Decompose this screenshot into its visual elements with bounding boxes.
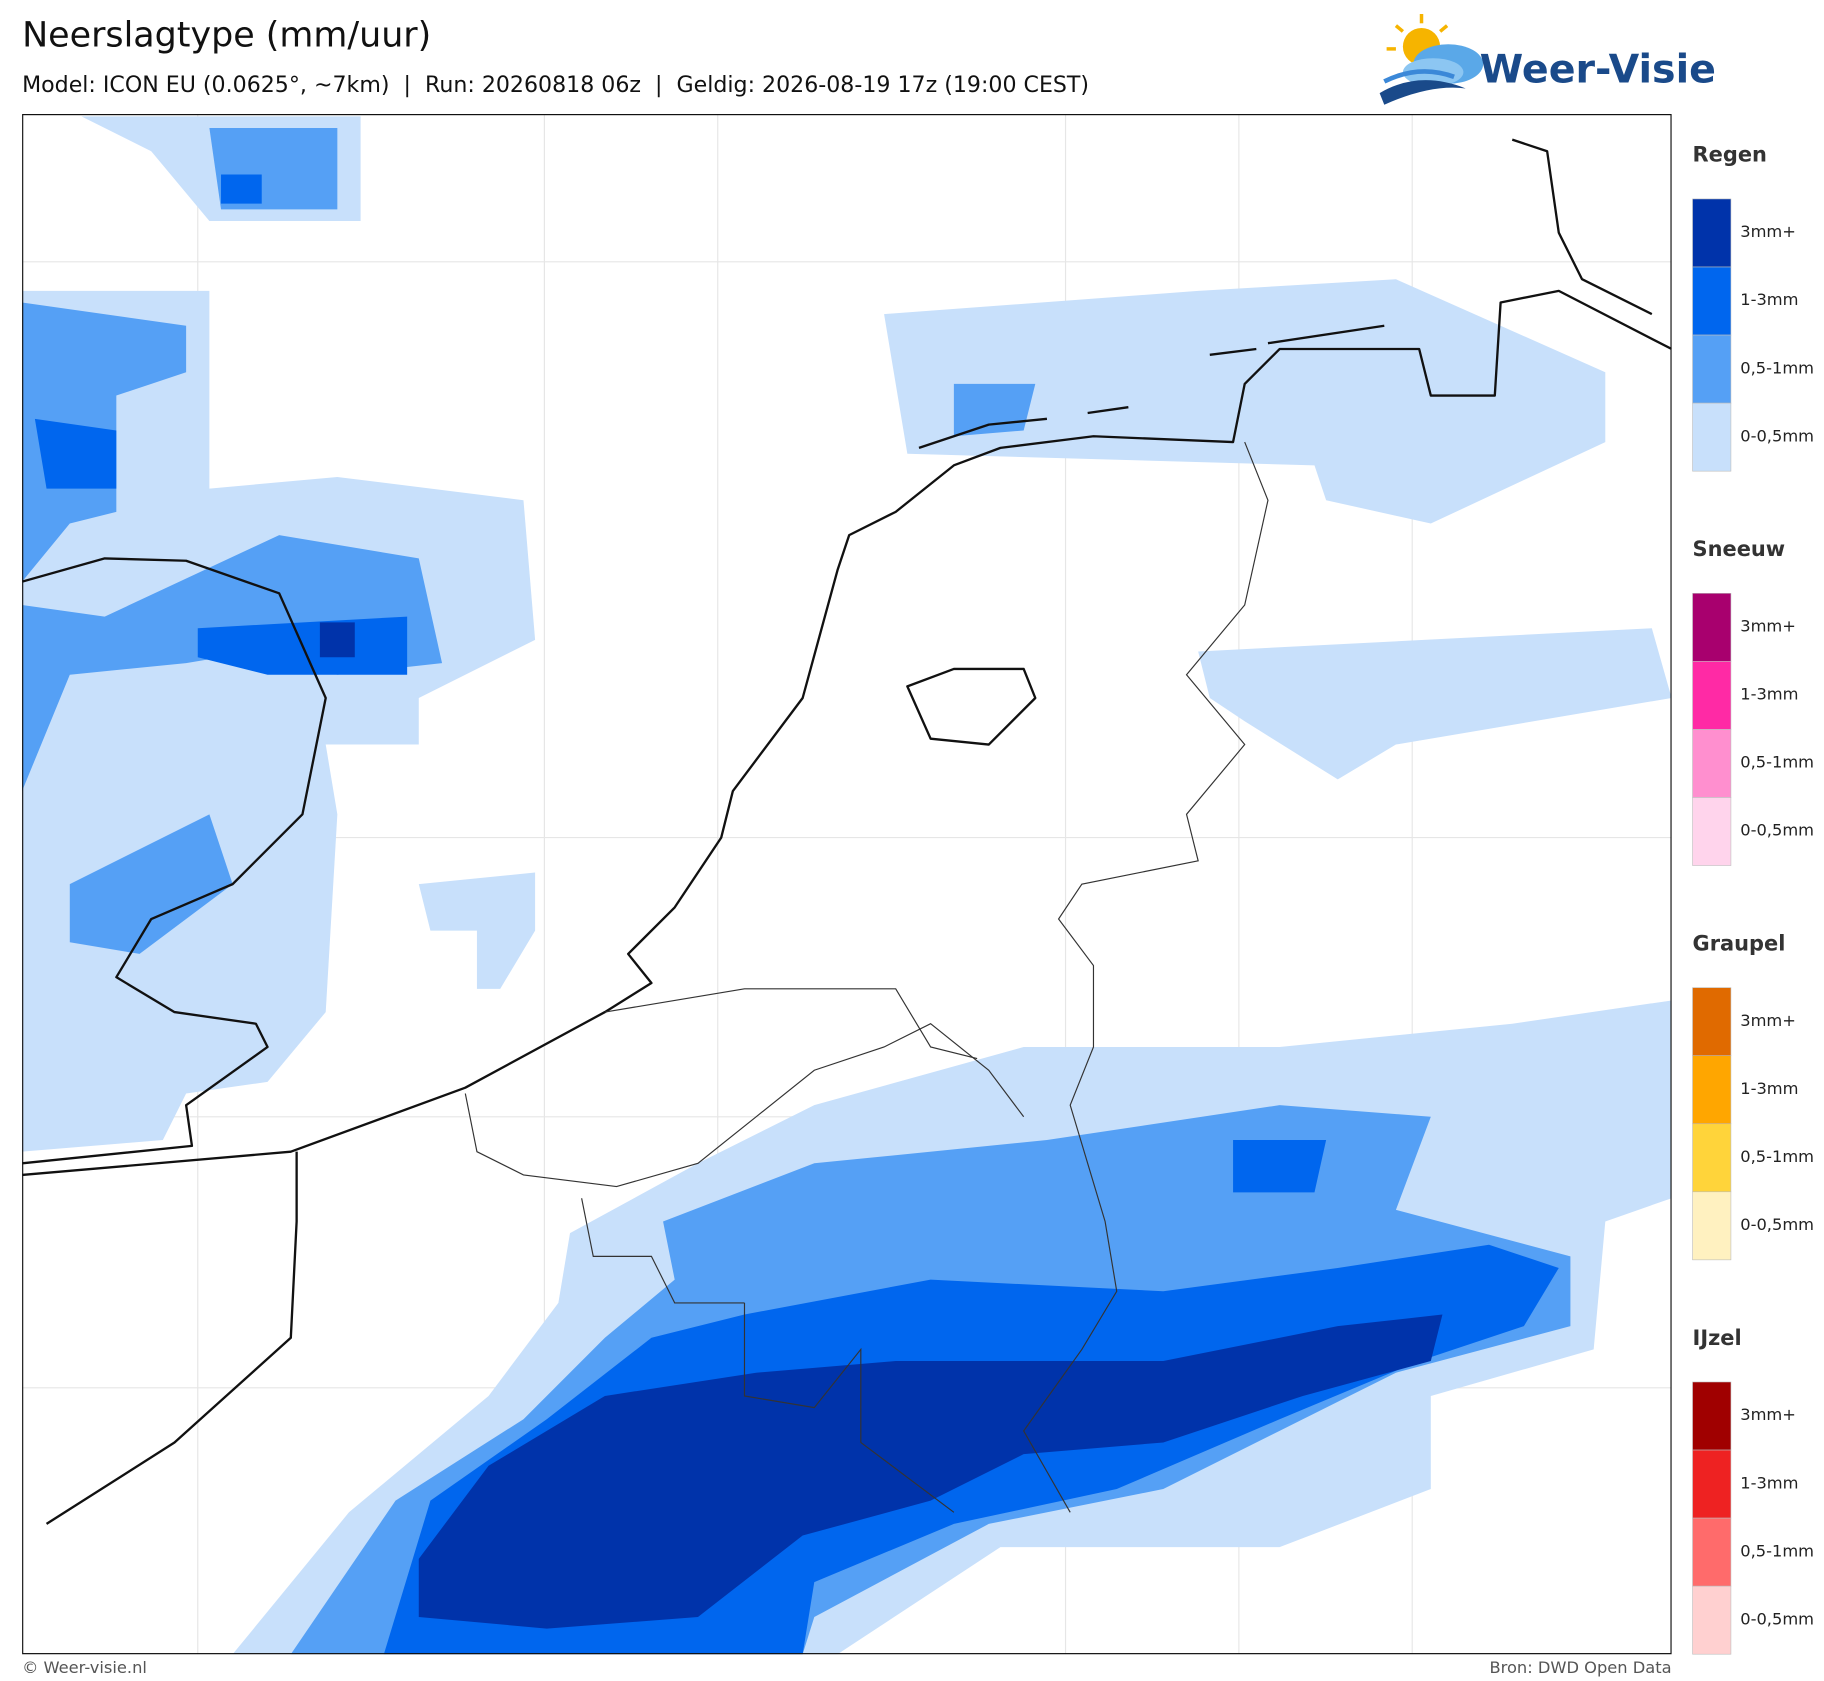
logo-text: Weer-Visie xyxy=(1480,47,1716,93)
coastline xyxy=(22,289,1672,1177)
logo-icon xyxy=(1379,13,1484,105)
map xyxy=(22,114,1672,1655)
legend-swatch xyxy=(1692,1381,1732,1451)
legend-swatch xyxy=(1692,987,1732,1056)
legend-label: 3mm+ xyxy=(1740,1405,1796,1424)
legend-title: IJzel xyxy=(1693,1326,1742,1350)
precipitation xyxy=(22,116,1672,1655)
legend-swatch xyxy=(1692,198,1732,268)
legend-label: 1-3mm xyxy=(1740,290,1798,309)
legend-swatch xyxy=(1692,593,1732,662)
borders xyxy=(464,441,1269,1513)
legend-label: 0-0,5mm xyxy=(1740,1609,1814,1628)
title: Neerslagtype (mm/uur) xyxy=(22,16,431,56)
legend-swatch xyxy=(1692,729,1732,798)
legend-label: 0-0,5mm xyxy=(1740,426,1814,445)
footer-left: © Weer-visie.nl xyxy=(22,1658,147,1677)
legend-swatch xyxy=(1692,1123,1732,1193)
legend-swatch xyxy=(1692,1517,1732,1587)
legend-swatch xyxy=(1692,661,1732,730)
legend-label: 0-0,5mm xyxy=(1740,1215,1814,1234)
legend-title: Regen xyxy=(1693,143,1767,167)
legend-label: 0,5-1mm xyxy=(1740,753,1814,772)
footer-right: Bron: DWD Open Data xyxy=(1489,1658,1671,1677)
legend: Regen 3mm+ 1-3mm 0,5-1mm 0-0,5mm Sneeuw 3mm+ 1-… xyxy=(1692,143,1814,1655)
legend-swatch xyxy=(1692,1055,1732,1125)
legend-swatch xyxy=(1692,1191,1732,1261)
legend-label: 3mm+ xyxy=(1740,1011,1796,1030)
legend-swatch xyxy=(1692,1449,1732,1519)
legend-label: 0,5-1mm xyxy=(1740,1541,1814,1560)
legend-label: 3mm+ xyxy=(1740,222,1796,241)
legend-swatch xyxy=(1692,266,1732,336)
legend-label: 0,5-1mm xyxy=(1740,358,1814,377)
legend-label: 0,5-1mm xyxy=(1740,1147,1814,1166)
legend-swatch xyxy=(1692,797,1732,866)
legend-label: 1-3mm xyxy=(1740,685,1798,704)
legend-label: 1-3mm xyxy=(1740,1079,1798,1098)
legend-title: Graupel xyxy=(1693,931,1786,955)
legend-label: 1-3mm xyxy=(1740,1473,1798,1492)
legend-label: 0-0,5mm xyxy=(1740,821,1814,840)
legend-swatch xyxy=(1692,1585,1732,1655)
legend-swatch xyxy=(1692,402,1732,472)
legend-title: Sneeuw xyxy=(1693,537,1786,561)
legend-swatch xyxy=(1692,334,1732,404)
legend-label: 3mm+ xyxy=(1740,617,1796,636)
subtitle: Model: ICON EU (0.0625°, ~7km) | Run: 20… xyxy=(22,72,1089,98)
